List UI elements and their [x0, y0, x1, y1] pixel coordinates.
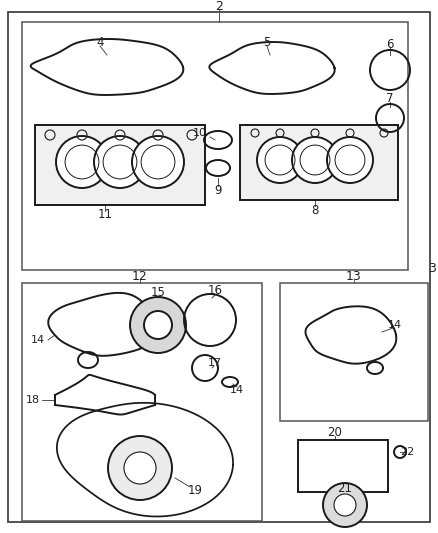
Circle shape [132, 136, 184, 188]
Text: 2: 2 [215, 0, 223, 12]
Circle shape [334, 494, 356, 516]
Circle shape [323, 483, 367, 527]
Text: 8: 8 [311, 204, 319, 216]
Circle shape [292, 137, 338, 183]
Circle shape [124, 452, 156, 484]
Text: 21: 21 [338, 481, 353, 495]
Text: 11: 11 [98, 208, 113, 222]
Text: 4: 4 [96, 36, 104, 49]
Text: 18: 18 [26, 395, 40, 405]
Text: 12: 12 [132, 270, 148, 282]
Text: 6: 6 [386, 38, 394, 52]
Text: 16: 16 [208, 285, 223, 297]
Bar [298, 440, 388, 492]
Circle shape [327, 137, 373, 183]
Text: 22: 22 [400, 447, 414, 457]
Circle shape [108, 436, 172, 500]
Text: 5: 5 [263, 36, 271, 49]
Text: 9: 9 [214, 183, 222, 197]
Text: 3: 3 [428, 262, 436, 274]
Bar [35, 125, 205, 205]
Bar [240, 125, 398, 200]
Text: 7: 7 [386, 93, 394, 106]
Text: 14: 14 [230, 385, 244, 395]
Text: 17: 17 [208, 358, 222, 368]
Circle shape [130, 297, 186, 353]
Text: 20: 20 [328, 425, 343, 439]
Bar [22, 283, 262, 521]
Text: 14: 14 [31, 335, 45, 345]
Text: 14: 14 [388, 320, 402, 330]
Circle shape [144, 311, 172, 339]
Text: 10: 10 [193, 128, 207, 138]
Text: 15: 15 [151, 286, 166, 298]
Text: 19: 19 [187, 483, 202, 497]
Circle shape [56, 136, 108, 188]
Circle shape [257, 137, 303, 183]
Bar [280, 283, 428, 421]
Text: 13: 13 [346, 270, 362, 282]
Circle shape [94, 136, 146, 188]
Bar [22, 22, 408, 270]
